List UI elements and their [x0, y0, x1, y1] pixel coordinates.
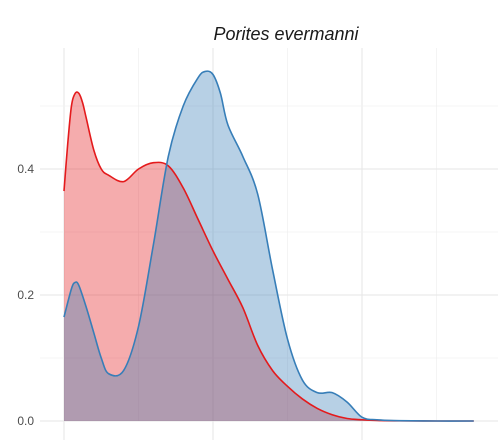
- y-tick-label: 0.2: [17, 288, 34, 302]
- chart-title: Porites evermanni: [213, 24, 359, 44]
- density-areas: [63, 70, 474, 422]
- density-line-2: [63, 70, 474, 422]
- y-tick-label: 0.4: [17, 162, 34, 176]
- density-fill-2: [64, 71, 474, 422]
- y-axis-ticks: 0.0 0.2 0.4: [17, 162, 34, 428]
- density-fill-1: [64, 92, 474, 422]
- density-line-1: [63, 91, 474, 422]
- y-tick-label: 0.0: [17, 414, 34, 428]
